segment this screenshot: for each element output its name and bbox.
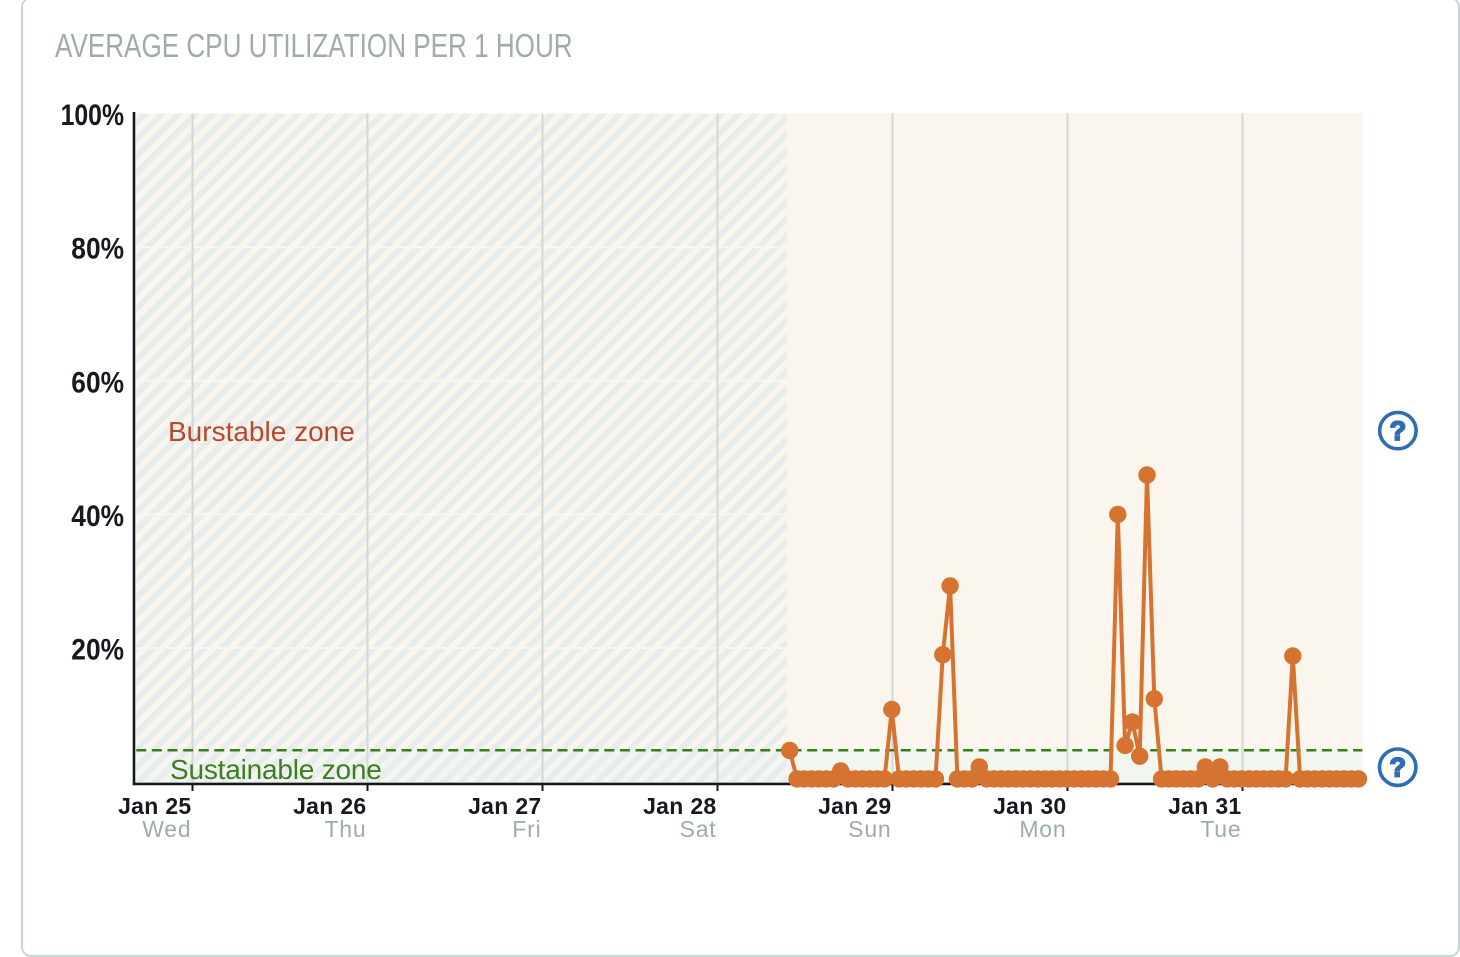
svg-text:Jan 26: Jan 26 — [293, 793, 366, 819]
svg-text:40%: 40% — [71, 500, 124, 533]
svg-text:20%: 20% — [71, 634, 124, 667]
svg-text:?: ? — [1389, 753, 1406, 783]
svg-text:80%: 80% — [71, 233, 124, 266]
svg-text:Jan 27: Jan 27 — [468, 793, 541, 819]
svg-text:Burstable zone: Burstable zone — [168, 416, 355, 447]
svg-text:Sat: Sat — [680, 816, 717, 842]
svg-text:Sustainable zone: Sustainable zone — [170, 754, 382, 785]
svg-text:Jan 30: Jan 30 — [993, 793, 1066, 819]
svg-text:100%: 100% — [61, 99, 124, 132]
svg-text:Wed: Wed — [142, 816, 191, 842]
svg-text:Mon: Mon — [1019, 816, 1066, 842]
svg-text:Jan 25: Jan 25 — [118, 793, 191, 819]
svg-text:Fri: Fri — [512, 816, 541, 842]
svg-text:Thu: Thu — [324, 816, 366, 842]
svg-text:Jan 28: Jan 28 — [643, 793, 716, 819]
svg-text:?: ? — [1390, 416, 1407, 446]
svg-text:Jan 31: Jan 31 — [1168, 793, 1241, 819]
svg-text:Tue: Tue — [1200, 816, 1241, 842]
svg-text:Sun: Sun — [848, 816, 891, 842]
svg-text:Jan 29: Jan 29 — [818, 793, 891, 819]
svg-text:60%: 60% — [71, 366, 124, 399]
